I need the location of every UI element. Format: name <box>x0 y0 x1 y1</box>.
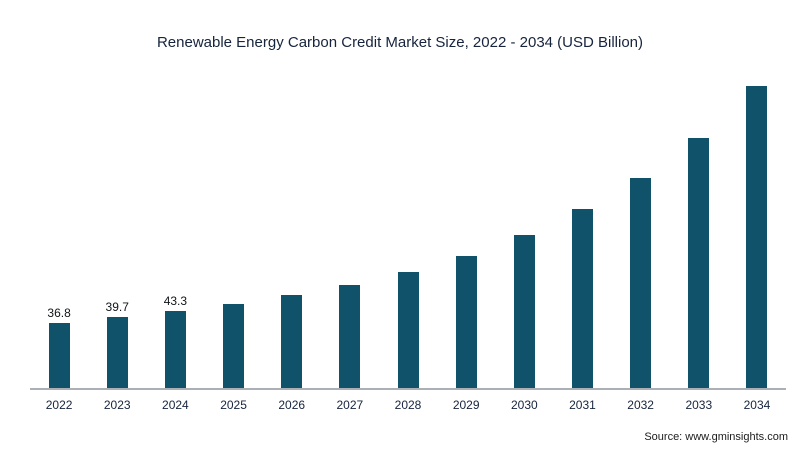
bar <box>339 285 361 388</box>
bar-column: 2031 <box>553 66 611 412</box>
bar-column: 43.3 2024 <box>146 66 204 412</box>
bar-value-label: 43.3 <box>163 294 188 308</box>
x-axis-tick-label: 2026 <box>278 398 306 412</box>
bar-column: 2027 <box>321 66 379 412</box>
plot-area: 36.8 2022 39.7 2023 43.3 2024 2025 2026 2027 2028… <box>30 66 786 412</box>
x-axis-tick-label: 2024 <box>162 398 189 412</box>
x-axis-tick-label: 2030 <box>510 398 538 412</box>
source-text: Source: www.gminsights.com <box>644 431 788 443</box>
bar <box>688 138 710 388</box>
chart-title: Renewable Energy Carbon Credit Market Si… <box>156 34 644 51</box>
bar <box>48 323 70 388</box>
bar <box>106 317 128 388</box>
bar-column: 2029 <box>437 66 495 412</box>
x-axis-tick-label: 2022 <box>45 398 73 412</box>
x-axis-tick-label: 2031 <box>569 398 596 412</box>
bar <box>630 178 652 388</box>
x-axis-line: 36.8 2022 39.7 2023 43.3 2024 2025 2026 2027 2028… <box>30 66 786 412</box>
x-axis-tick-label: 2034 <box>743 398 771 412</box>
x-axis-tick-label: 2033 <box>685 398 713 412</box>
bar-value-label: 36.8 <box>47 306 71 320</box>
x-axis-tick-label: 2023 <box>103 398 131 412</box>
bar-column: 2033 <box>670 66 728 412</box>
bar <box>455 256 477 388</box>
bar <box>281 295 303 388</box>
bar <box>513 235 535 388</box>
bar <box>746 86 768 388</box>
bar <box>223 304 245 388</box>
x-axis-tick-label: 2032 <box>627 398 654 412</box>
bar <box>571 209 593 388</box>
bar <box>164 311 186 388</box>
x-axis-tick-label: 2027 <box>336 398 364 412</box>
bar-value-label: 39.7 <box>105 300 129 314</box>
x-axis-tick-label: 2028 <box>394 398 422 412</box>
x-axis-tick-label: 2025 <box>220 398 247 412</box>
bar-column: 2028 <box>379 66 437 412</box>
bar-column: 2025 <box>204 66 262 412</box>
bar <box>397 272 419 388</box>
bar-column: 39.7 2023 <box>88 66 146 412</box>
bar-column: 2032 <box>612 66 670 412</box>
bar-column: 2030 <box>495 66 553 412</box>
bar-column: 2026 <box>263 66 321 412</box>
bar-column: 36.8 2022 <box>30 66 88 412</box>
x-axis-tick-label: 2029 <box>452 398 480 412</box>
bar-column: 2034 <box>728 66 786 412</box>
